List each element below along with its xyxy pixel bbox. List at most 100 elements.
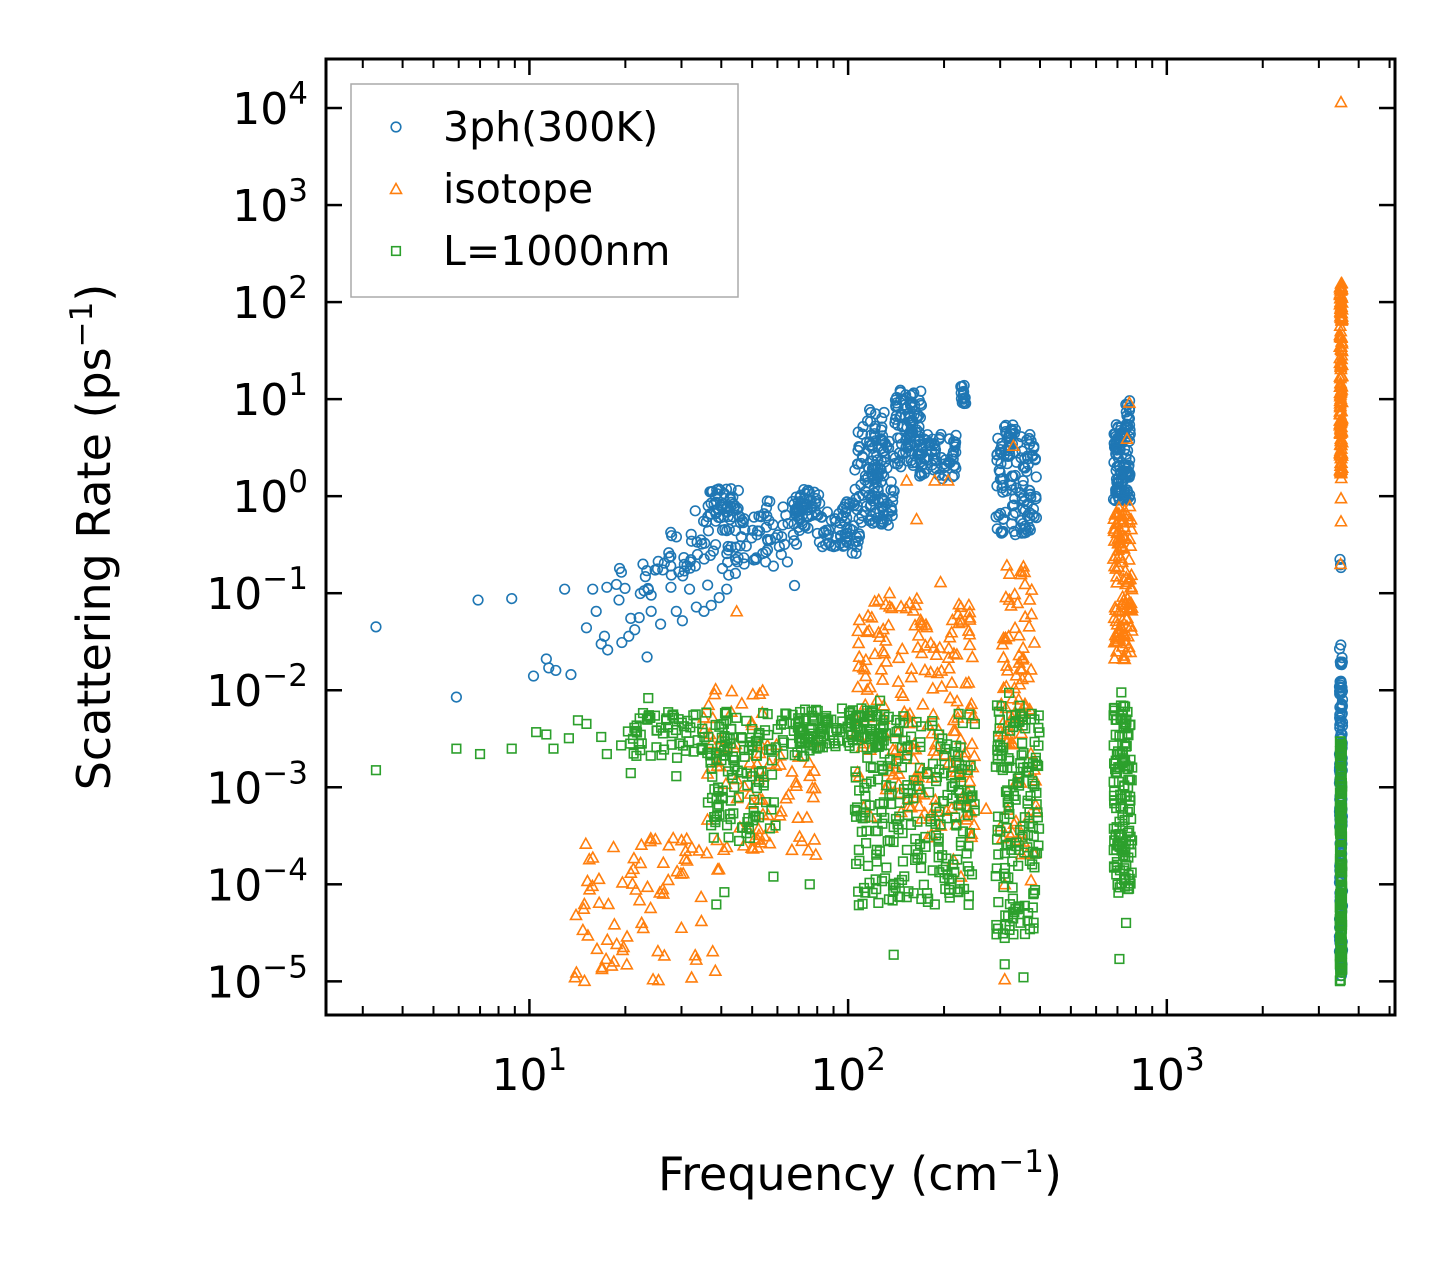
triangle-point xyxy=(1333,425,1347,439)
square-point xyxy=(911,716,922,728)
triangle-point xyxy=(1111,559,1126,573)
square-point xyxy=(645,750,656,761)
square-point xyxy=(931,771,943,783)
triangle-point xyxy=(1333,400,1348,413)
circle-point xyxy=(1006,424,1018,436)
triangle-point xyxy=(965,736,979,750)
circle-point xyxy=(761,510,773,522)
square-point xyxy=(993,897,1004,908)
triangle-point xyxy=(996,630,1011,644)
square-point xyxy=(1335,888,1346,900)
square-point xyxy=(918,879,929,890)
square-point xyxy=(720,736,731,747)
square-point xyxy=(682,715,693,726)
square-point xyxy=(1109,862,1120,873)
square-point xyxy=(729,781,740,793)
circle-point xyxy=(709,539,722,551)
triangle-point xyxy=(694,913,709,927)
circle-point xyxy=(813,536,826,548)
square-point xyxy=(702,747,713,759)
square-point xyxy=(951,819,962,830)
triangle-point xyxy=(661,872,676,886)
square-point xyxy=(934,764,945,775)
square-point xyxy=(1003,802,1014,813)
square-point xyxy=(860,887,871,898)
square-point xyxy=(1120,917,1132,929)
square-point xyxy=(1002,840,1013,851)
circle-point xyxy=(799,520,811,533)
triangle-point xyxy=(1333,407,1348,420)
circle-point xyxy=(1020,526,1032,538)
square-point xyxy=(713,799,724,810)
square-point xyxy=(951,740,962,751)
triangle-point xyxy=(670,864,684,877)
square-point xyxy=(1027,778,1038,789)
circle-point xyxy=(725,483,737,495)
square-point xyxy=(872,774,884,785)
square-point xyxy=(531,727,542,738)
square-point xyxy=(708,832,719,843)
triangle-point xyxy=(1335,460,1350,474)
square-point xyxy=(1026,708,1037,719)
square-point xyxy=(927,865,938,876)
square-point xyxy=(873,741,885,752)
square-point xyxy=(810,704,822,715)
circle-point xyxy=(790,538,803,550)
y-tick-label: 10−2 xyxy=(206,658,308,717)
square-point xyxy=(853,886,864,897)
triangle-point xyxy=(623,865,638,878)
square-point xyxy=(1002,797,1013,808)
circle-point xyxy=(864,415,877,428)
circle-point xyxy=(1116,494,1129,506)
triangle-point xyxy=(911,628,926,641)
triangle-point xyxy=(755,683,770,696)
circle-point xyxy=(1111,486,1123,498)
y-tick-label: 10−5 xyxy=(206,949,308,1008)
triangle-point xyxy=(1000,558,1014,571)
circle-point xyxy=(1122,413,1134,425)
square-point xyxy=(814,742,826,753)
circle-point xyxy=(1111,444,1123,456)
square-point xyxy=(763,744,775,755)
square-point xyxy=(763,729,774,741)
triangle-point xyxy=(1012,832,1026,846)
triangle-point xyxy=(1013,661,1028,674)
triangle-point xyxy=(1116,651,1131,665)
square-point xyxy=(884,835,895,846)
square-point xyxy=(775,719,787,730)
triangle-point xyxy=(895,641,910,655)
triangle-point xyxy=(1004,598,1018,611)
triangle-point xyxy=(1335,368,1349,381)
circle-point xyxy=(881,441,893,453)
square-point xyxy=(888,949,899,960)
triangle-point xyxy=(1117,628,1131,641)
triangle-point xyxy=(1111,542,1126,555)
circle-point xyxy=(994,507,1007,520)
square-point xyxy=(731,712,742,723)
triangle-point xyxy=(964,696,979,710)
square-point xyxy=(833,735,844,746)
square-point xyxy=(930,830,942,841)
square-point xyxy=(706,792,718,804)
square-point xyxy=(965,791,977,803)
square-point xyxy=(1111,822,1122,833)
circle-point xyxy=(713,592,725,604)
square-point xyxy=(1335,756,1347,767)
circle-point xyxy=(1005,479,1017,491)
circle-point xyxy=(1336,652,1348,664)
square-point xyxy=(935,819,946,830)
circle-point xyxy=(1335,677,1347,689)
triangle-point xyxy=(689,952,704,965)
circle-point xyxy=(822,529,834,541)
triangle-point xyxy=(595,961,609,975)
triangle-point xyxy=(881,618,896,631)
circle-point xyxy=(683,583,696,595)
square-point xyxy=(1126,775,1137,786)
triangle-point xyxy=(792,829,807,842)
square-point xyxy=(836,703,848,714)
square-point xyxy=(1114,828,1125,840)
triangle-point xyxy=(1333,291,1348,304)
x-axis-title: Frequency (cm−1) xyxy=(658,1144,1062,1201)
data-points xyxy=(370,94,1350,987)
legend-item: L=1000nm xyxy=(390,227,670,275)
